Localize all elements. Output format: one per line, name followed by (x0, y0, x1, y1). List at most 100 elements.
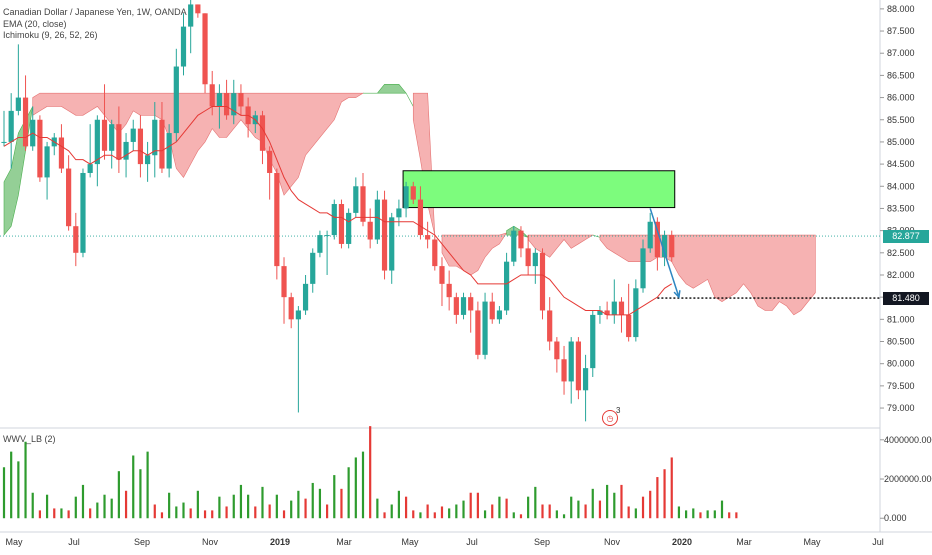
candle (597, 310, 603, 315)
candle (295, 310, 301, 320)
candle (209, 84, 215, 107)
candle (58, 137, 65, 169)
candle (259, 115, 266, 151)
candle (453, 297, 459, 315)
candle (669, 235, 675, 258)
price-tick-label: 86.500 (887, 70, 915, 80)
candle (604, 310, 610, 315)
candle (511, 230, 517, 262)
price-tick-label: 79.500 (887, 381, 915, 391)
volume-legend: WWV_LB (2) (3, 434, 56, 444)
candle (302, 283, 309, 311)
candle (216, 93, 222, 107)
candle (109, 124, 115, 151)
candle (633, 288, 639, 338)
level-price-tag: 81.480 (883, 292, 929, 306)
time-tick-label: Mar (736, 537, 752, 547)
ichimoku-cloud-bullish (592, 234, 601, 238)
price-tick-label: 86.000 (887, 93, 915, 103)
candle (568, 341, 574, 382)
candle (202, 13, 208, 85)
candle (417, 199, 424, 236)
ichimoku-legend: Ichimoku (9, 26, 52, 26) (3, 30, 98, 40)
time-tick-label: Mar (336, 537, 352, 547)
candle (360, 186, 366, 222)
candle (159, 119, 165, 169)
candle (661, 235, 668, 258)
time-tick-label: May (803, 537, 821, 547)
alert-count: 3 (616, 406, 621, 415)
price-tick-label: 82.000 (887, 270, 915, 280)
candle (331, 204, 337, 236)
price-tick-label: 84.000 (887, 181, 915, 191)
time-tick-label: Sep (534, 537, 550, 547)
time-tick-label: Nov (202, 537, 219, 547)
candle (640, 248, 646, 289)
candle (611, 301, 617, 315)
price-tick-label: 87.500 (887, 26, 915, 36)
candle (525, 248, 531, 267)
price-tick-label: 80.500 (887, 337, 915, 347)
candle (116, 124, 122, 160)
volume-tick-label: 2000000.000 (884, 474, 932, 484)
candle (425, 235, 431, 240)
current-price-tag: 82.877 (883, 230, 929, 244)
candle (561, 359, 567, 382)
candle (195, 4, 201, 14)
candle (317, 235, 323, 253)
candle (367, 221, 373, 240)
price-tick-label: 81.000 (887, 314, 915, 324)
candle (101, 119, 108, 151)
price-tick-label: 82.500 (887, 248, 915, 258)
time-tick-label: Nov (604, 537, 621, 547)
candle (281, 266, 287, 298)
candle (44, 146, 50, 178)
candle (489, 301, 495, 320)
candle (618, 301, 625, 315)
candle (288, 297, 294, 320)
ema-legend: EMA (20, close) (3, 19, 67, 29)
candle (66, 168, 72, 227)
resistance-zone (402, 170, 676, 209)
time-tick-label: Jul (68, 537, 80, 547)
candle (267, 150, 273, 173)
candle (15, 97, 21, 111)
chart-title: Canadian Dollar / Japanese Yen, 1W, OAND… (3, 7, 187, 17)
candle (582, 368, 589, 391)
candle (647, 221, 653, 249)
candle (353, 186, 359, 213)
ichimoku-cloud-bullish (363, 83, 414, 107)
candle (173, 66, 179, 134)
alert-clock-icon[interactable]: ◷ (602, 410, 618, 426)
ichimoku-cloud-bearish (599, 234, 816, 316)
candle (439, 266, 445, 284)
candle (338, 204, 345, 244)
candle (346, 212, 352, 244)
ichimoku-cloud-bullish (506, 225, 529, 238)
candle (324, 235, 330, 237)
time-tick-label: 2020 (672, 537, 692, 547)
price-tick-label: 87.000 (887, 48, 915, 58)
candle (310, 252, 316, 284)
candle (518, 230, 524, 249)
ichimoku-cloud-bearish (527, 234, 594, 258)
candle (547, 310, 553, 342)
candle (381, 199, 388, 271)
candle (504, 261, 510, 311)
candle (223, 93, 230, 116)
price-tick-label: 85.500 (887, 115, 915, 125)
candle (22, 97, 29, 147)
price-tick-label: 80.000 (887, 359, 915, 369)
candle (145, 155, 151, 165)
candle (389, 217, 395, 271)
candle (130, 128, 136, 142)
volume-tick-label: 0.000 (884, 513, 907, 523)
candle (87, 164, 93, 173)
candle (626, 314, 632, 338)
candle (37, 119, 43, 178)
candle (403, 186, 409, 209)
candle (460, 297, 467, 315)
time-tick-label: Sep (134, 537, 150, 547)
